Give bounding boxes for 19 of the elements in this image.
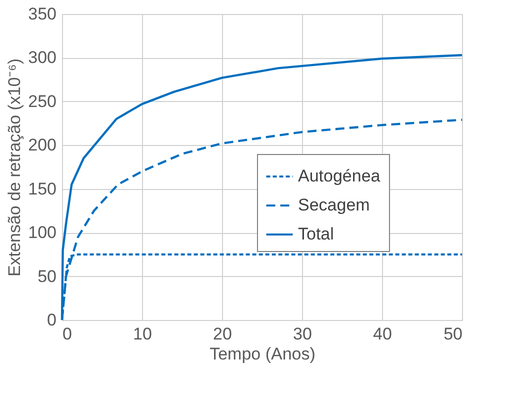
y-tick-label: 250 [28,92,56,111]
x-tick-label: 30 [293,324,312,344]
x-tick-label: 10 [133,324,152,344]
x-tick-label: 20 [213,324,232,344]
x-axis-title: Tempo (Anos) [210,344,316,364]
x-tick-label: 50 [444,324,462,344]
y-tick-label: 100 [28,223,56,242]
y-tick-label: 0 [47,310,56,330]
x-tick-label: 0 [62,324,72,344]
legend-label: Autogénea [298,166,381,186]
y-tick-label: 150 [28,179,56,198]
legend-label: Total [298,224,334,244]
y-tick-label: 350 [28,4,56,24]
x-tick-label: 40 [373,324,392,344]
legend-label: Secagem [298,196,370,214]
y-tick-label: 200 [28,136,56,155]
y-axis-title: Extensão de retração (x10⁻⁶) [5,58,24,277]
y-tick-label: 300 [28,48,56,68]
y-tick-label: 50 [38,266,56,286]
